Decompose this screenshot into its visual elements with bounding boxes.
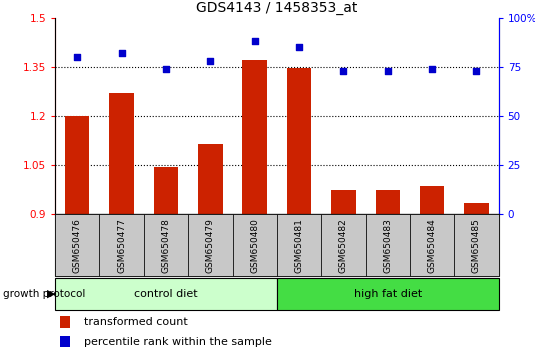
Bar [59, 336, 70, 347]
Bar [277, 278, 499, 310]
Text: percentile rank within the sample: percentile rank within the sample [84, 337, 272, 347]
Text: ▶: ▶ [47, 289, 56, 299]
Title: GDS4143 / 1458353_at: GDS4143 / 1458353_at [196, 1, 357, 15]
Bar [242, 60, 267, 214]
Bar [233, 214, 277, 276]
Bar [464, 203, 488, 214]
Bar [321, 214, 365, 276]
Text: GSM650483: GSM650483 [383, 218, 392, 273]
Text: GSM650480: GSM650480 [250, 218, 259, 273]
Text: GSM650482: GSM650482 [339, 218, 348, 273]
Point [339, 68, 348, 74]
Bar [100, 214, 144, 276]
Text: transformed count: transformed count [84, 317, 188, 327]
Point [428, 66, 437, 72]
Bar [144, 214, 188, 276]
Text: GSM650477: GSM650477 [117, 218, 126, 273]
Text: growth protocol: growth protocol [3, 289, 85, 299]
Text: GSM650479: GSM650479 [206, 218, 215, 273]
Bar [65, 116, 89, 214]
Bar [331, 190, 356, 214]
Bar [55, 214, 100, 276]
Bar [154, 167, 178, 214]
Bar [110, 93, 134, 214]
Point [472, 68, 481, 74]
Text: GSM650484: GSM650484 [427, 218, 437, 273]
Bar [365, 214, 410, 276]
Text: GSM650481: GSM650481 [295, 218, 303, 273]
Bar [55, 278, 277, 310]
Bar [188, 214, 233, 276]
Bar [198, 144, 223, 214]
Bar [376, 190, 400, 214]
Point [206, 58, 215, 64]
Text: control diet: control diet [134, 289, 198, 299]
Point [295, 44, 303, 50]
Bar [59, 316, 70, 328]
Point [117, 50, 126, 56]
Bar [454, 214, 499, 276]
Bar [420, 186, 444, 214]
Text: high fat diet: high fat diet [354, 289, 422, 299]
Bar [410, 214, 454, 276]
Text: GSM650485: GSM650485 [472, 218, 481, 273]
Text: GSM650478: GSM650478 [162, 218, 171, 273]
Point [384, 68, 392, 74]
Bar [287, 68, 311, 214]
Bar [277, 214, 321, 276]
Text: GSM650476: GSM650476 [73, 218, 82, 273]
Point [250, 39, 259, 44]
Point [73, 54, 81, 60]
Point [162, 66, 170, 72]
